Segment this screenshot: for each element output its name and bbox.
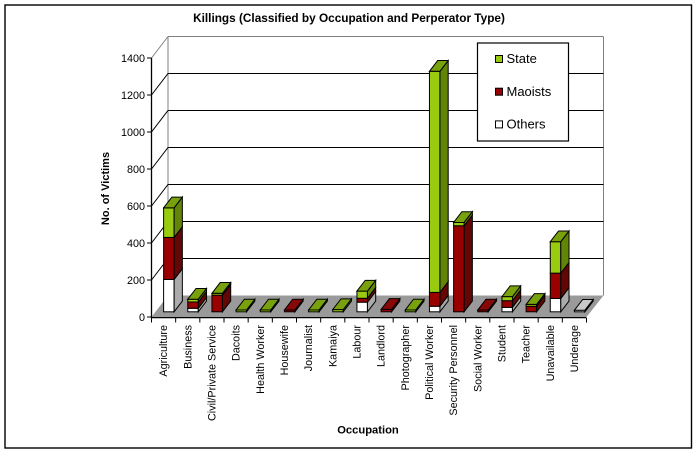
svg-text:Student: Student [497, 325, 509, 362]
svg-text:1200: 1200 [121, 90, 145, 102]
svg-text:Housewife: Housewife [279, 325, 291, 375]
svg-text:Business: Business [182, 324, 194, 368]
svg-text:Maoists: Maoists [507, 84, 552, 99]
svg-text:400: 400 [127, 238, 145, 250]
svg-text:Agriculture: Agriculture [158, 325, 170, 377]
svg-text:Killings (Classified by Occupa: Killings (Classified by Occupation and P… [193, 11, 505, 25]
svg-text:Journalist: Journalist [303, 325, 315, 371]
svg-text:Photographer: Photographer [400, 325, 412, 391]
svg-text:Teacher: Teacher [521, 325, 533, 364]
svg-text:Social Worker: Social Worker [472, 325, 484, 392]
svg-text:1400: 1400 [121, 53, 145, 65]
svg-text:Security Personnel: Security Personnel [448, 325, 460, 416]
svg-text:1000: 1000 [121, 127, 145, 139]
svg-text:600: 600 [127, 201, 145, 213]
svg-text:200: 200 [127, 275, 145, 287]
svg-text:No. of Victims: No. of Victims [100, 152, 112, 225]
svg-text:Political Worker: Political Worker [424, 325, 436, 400]
svg-text:Kamaiya: Kamaiya [327, 325, 339, 367]
svg-text:Civil/Private Service: Civil/Private Service [207, 325, 219, 421]
svg-text:Others: Others [507, 117, 547, 132]
svg-text:Health Worker: Health Worker [255, 325, 267, 394]
svg-text:0: 0 [139, 312, 145, 324]
svg-text:Occupation: Occupation [337, 425, 399, 437]
svg-text:Labour: Labour [352, 325, 364, 359]
svg-text:Unavailable: Unavailable [545, 325, 557, 381]
svg-text:Underage: Underage [569, 325, 581, 372]
svg-text:State: State [507, 51, 537, 66]
svg-text:Landlord: Landlord [376, 325, 388, 367]
svg-text:Dacoits: Dacoits [231, 324, 243, 361]
svg-text:800: 800 [127, 164, 145, 176]
